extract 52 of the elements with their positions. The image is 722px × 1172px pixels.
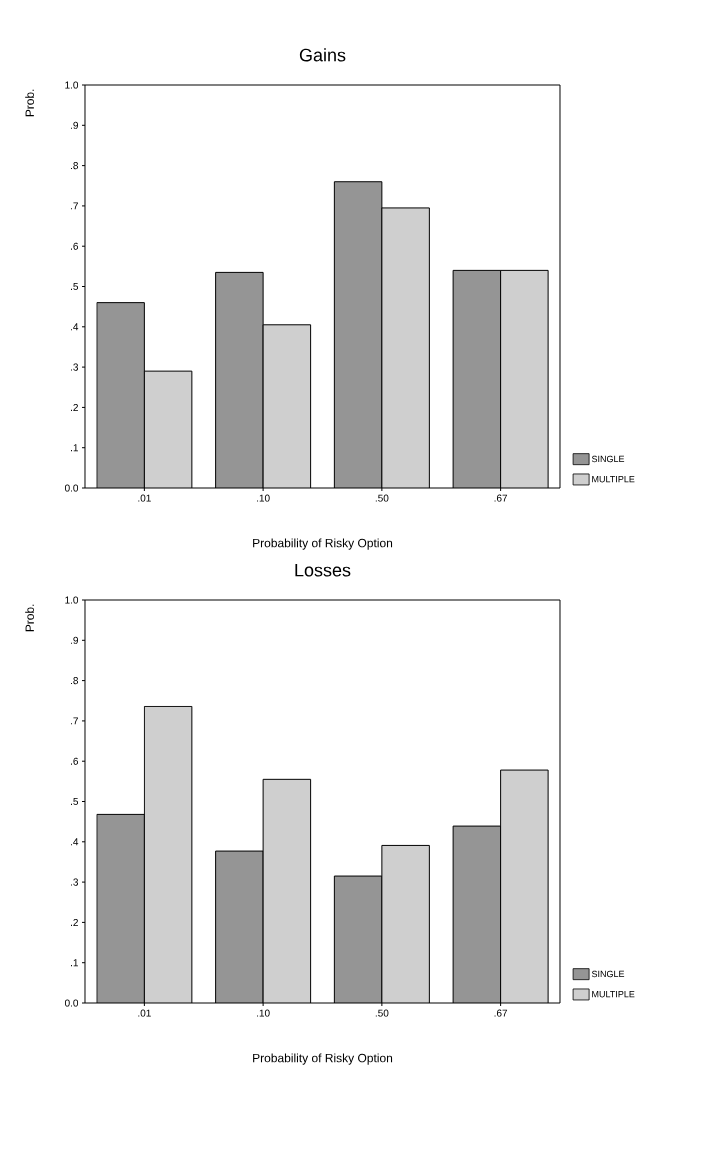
legend-label: SINGLE [591, 970, 625, 978]
x-axis-title: Probability of Risky Option [253, 538, 393, 550]
x-tick-label: .01 [138, 1009, 151, 1017]
y-tick-label: .5 [71, 283, 79, 290]
y-tick-label: .9 [71, 121, 78, 129]
y-tick-label: .7 [71, 202, 78, 210]
y-tick-label: .6 [71, 242, 79, 250]
x-axis-title: Probability of Risky Option [253, 1053, 393, 1065]
y-tick-label: .3 [71, 878, 79, 886]
y-tick-label: 0.0 [64, 484, 79, 492]
y-tick-label: .7 [71, 717, 78, 725]
y-tick-label: 1.0 [65, 81, 79, 89]
bar [96, 302, 145, 489]
x-tick-label: .10 [257, 1009, 270, 1017]
x-tick-label: .67 [494, 1009, 508, 1017]
x-tick-label: .50 [375, 494, 389, 502]
y-tick-label: .2 [71, 403, 78, 411]
y-tick-label: .6 [71, 757, 79, 765]
y-tick-label: .3 [71, 363, 79, 371]
chart-title: Losses [295, 563, 351, 577]
y-tick-label: .9 [71, 636, 78, 644]
chart-title: Gains [299, 48, 346, 62]
bar [452, 269, 502, 489]
bar [215, 272, 264, 489]
y-tick-label: .1 [71, 959, 78, 967]
y-tick-label: .1 [71, 444, 78, 452]
bar [263, 324, 311, 489]
legend-label: SINGLE [591, 455, 625, 463]
y-tick-label: .4 [71, 323, 79, 331]
y-tick-label: .8 [71, 162, 79, 170]
bar [333, 875, 383, 1004]
y-tick-label: 0.0 [64, 999, 79, 1007]
y-axis-title: Prob. [25, 604, 34, 632]
bar [334, 181, 382, 489]
bar [96, 813, 145, 1004]
bar [215, 850, 264, 1004]
y-axis-title: Prob. [25, 89, 34, 117]
x-tick-label: .67 [494, 494, 508, 502]
y-tick-label: .4 [71, 838, 79, 846]
bar [452, 825, 502, 1004]
bar [500, 269, 549, 489]
x-tick-label: .01 [138, 494, 151, 502]
y-tick-label: .8 [71, 677, 79, 685]
legend-label: MULTIPLE [592, 991, 635, 998]
x-tick-label: .10 [257, 494, 270, 502]
bar [144, 371, 192, 489]
bar [381, 207, 430, 489]
y-tick-label: 1.0 [65, 596, 79, 604]
x-tick-label: .50 [375, 1009, 389, 1017]
legend-label: MULTIPLE [592, 476, 635, 483]
y-tick-label: .2 [71, 918, 78, 926]
y-tick-label: .5 [71, 798, 79, 805]
